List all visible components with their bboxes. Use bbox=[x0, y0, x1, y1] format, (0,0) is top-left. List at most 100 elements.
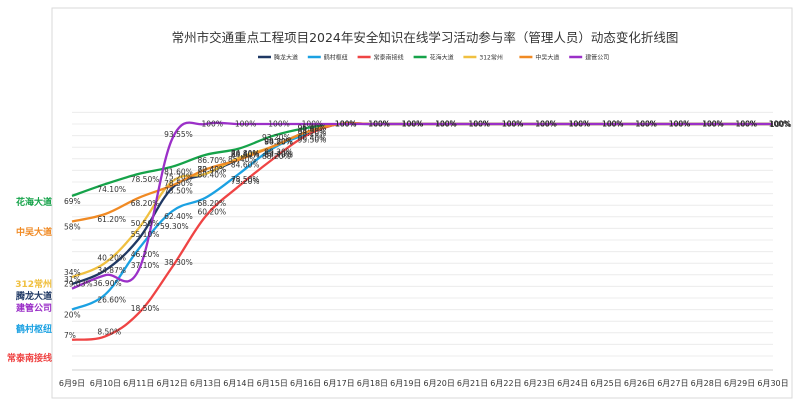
data-label: 40.20% bbox=[97, 254, 126, 263]
data-label: 20% bbox=[64, 311, 81, 320]
data-label: 95.50% bbox=[298, 135, 327, 144]
data-label: 100% bbox=[535, 120, 556, 129]
data-label: 36.90% bbox=[93, 279, 122, 288]
data-label: 100% bbox=[535, 120, 556, 129]
data-label: 100% bbox=[702, 120, 723, 129]
data-label: 100% bbox=[368, 120, 389, 129]
x-tick-label: 6月26日 bbox=[624, 379, 655, 388]
data-label: 100% bbox=[335, 120, 356, 129]
x-tick-label: 6月27日 bbox=[657, 379, 688, 388]
series-side-label: 建管公司 bbox=[16, 302, 52, 314]
data-label: 73.20% bbox=[231, 177, 260, 186]
data-label: 81.60% bbox=[164, 168, 193, 177]
data-label: 7% bbox=[64, 331, 76, 340]
data-label: 93.55% bbox=[164, 130, 193, 139]
data-label: 100% bbox=[569, 120, 590, 129]
data-label: 78.50% bbox=[231, 175, 260, 184]
data-label: 94.80% bbox=[264, 137, 293, 146]
data-label: 100% bbox=[502, 120, 523, 129]
x-tick-label: 6月23日 bbox=[524, 379, 555, 388]
chart-title: 常州市交通重点工程项目2024年安全知识在线学习活动参与率（管理人员）动态变化折… bbox=[172, 30, 679, 45]
data-label: 100% bbox=[402, 120, 423, 129]
data-label: 100% bbox=[435, 120, 456, 129]
data-label: 100% bbox=[435, 120, 456, 129]
data-label: 100% bbox=[335, 120, 356, 129]
data-label: 37.10% bbox=[131, 261, 160, 270]
data-label: 100% bbox=[736, 120, 757, 129]
data-label: 100% bbox=[435, 120, 456, 129]
data-label: 100% bbox=[469, 120, 490, 129]
data-label: 100% bbox=[502, 120, 523, 129]
data-label: 100% bbox=[502, 120, 523, 129]
data-label: 100% bbox=[402, 120, 423, 129]
data-label: 100% bbox=[569, 120, 590, 129]
data-label: 96.40% bbox=[298, 123, 327, 132]
data-label: 100% bbox=[368, 120, 389, 129]
data-label: 100% bbox=[736, 120, 757, 129]
x-tick-label: 6月16日 bbox=[290, 379, 321, 388]
data-label: 100% bbox=[469, 120, 490, 129]
data-label: 60.20% bbox=[198, 207, 227, 216]
data-label: 100% bbox=[736, 120, 757, 129]
data-label: 100% bbox=[469, 120, 490, 129]
data-label: 100% bbox=[435, 120, 456, 129]
data-label: 93.20% bbox=[262, 133, 291, 142]
data-label: 100% bbox=[635, 120, 656, 129]
data-label: 46.20% bbox=[131, 250, 160, 259]
series-side-label: 中吴大道 bbox=[16, 226, 52, 238]
data-label: 100% bbox=[635, 120, 656, 129]
data-label: 100% bbox=[602, 120, 623, 129]
x-tick-label: 6月15日 bbox=[257, 379, 288, 388]
x-tick-label: 6月10日 bbox=[90, 379, 121, 388]
series-side-label: 花海大道 bbox=[16, 196, 52, 208]
data-labels: 31%55.10%78.50%80.40%84.60%90.20%96.40% 1… bbox=[64, 120, 790, 340]
data-label: 100% bbox=[702, 120, 723, 129]
data-label: 100% bbox=[602, 120, 623, 129]
x-tick-label: 6月22日 bbox=[490, 379, 521, 388]
data-label: 18.50% bbox=[131, 304, 160, 313]
data-label: 78.50% bbox=[164, 179, 193, 188]
data-label: 80.40% bbox=[198, 165, 227, 174]
data-label: 73.50% bbox=[164, 186, 193, 195]
x-tick-label: 6月11日 bbox=[123, 379, 154, 388]
data-label: 100% bbox=[402, 120, 423, 129]
data-label: 100% bbox=[368, 120, 389, 129]
data-label: 100% bbox=[702, 120, 723, 129]
data-label: 100% bbox=[769, 120, 790, 129]
data-label: 85.40% bbox=[228, 155, 257, 164]
data-label: 100% bbox=[502, 120, 523, 129]
data-label: 58% bbox=[64, 222, 81, 231]
data-label: 8.50% bbox=[97, 327, 121, 336]
data-label: 100% bbox=[502, 120, 523, 129]
data-label: 100% bbox=[602, 120, 623, 129]
x-tick-label: 6月24日 bbox=[557, 379, 588, 388]
data-label: 100% bbox=[736, 120, 757, 129]
data-label: 100% bbox=[769, 120, 790, 129]
data-label: 74.10% bbox=[97, 185, 126, 194]
data-label: 69% bbox=[64, 197, 81, 206]
data-label: 100% bbox=[469, 120, 490, 129]
data-label: 100% bbox=[402, 120, 423, 129]
data-label: 61.20% bbox=[97, 215, 126, 224]
data-label: 100% bbox=[469, 120, 490, 129]
data-label: 100% bbox=[736, 120, 757, 129]
data-label: 100% bbox=[569, 120, 590, 129]
data-label: 55.10% bbox=[131, 230, 160, 239]
data-label: 100% bbox=[635, 120, 656, 129]
data-label: 100% bbox=[602, 120, 623, 129]
series-side-label: 312常州 bbox=[15, 278, 52, 290]
data-label: 100% bbox=[669, 120, 690, 129]
data-label: 100% bbox=[569, 120, 590, 129]
legend-entry: 中吴大道 bbox=[535, 54, 559, 62]
x-tick-label: 6月19日 bbox=[390, 379, 421, 388]
data-label: 94.90% bbox=[298, 127, 327, 136]
data-label: 78.50% bbox=[131, 175, 160, 184]
data-label: 86.70% bbox=[198, 156, 227, 165]
data-label: 100% bbox=[235, 120, 256, 129]
data-label: 100% bbox=[569, 120, 590, 129]
data-label: 38.30% bbox=[164, 258, 193, 267]
data-label: 100% bbox=[335, 120, 356, 129]
data-label: 89.40% bbox=[264, 150, 293, 159]
